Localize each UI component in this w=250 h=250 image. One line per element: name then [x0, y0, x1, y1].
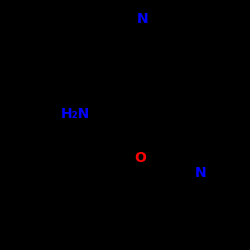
- Text: H₂N: H₂N: [61, 108, 90, 122]
- Text: N: N: [195, 166, 206, 180]
- Text: N: N: [137, 12, 148, 26]
- Text: O: O: [134, 151, 146, 165]
